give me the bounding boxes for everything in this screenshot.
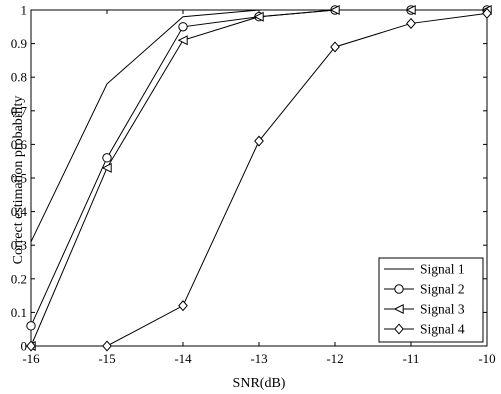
legend-item: Signal 3	[384, 302, 465, 317]
circle-marker	[178, 22, 188, 32]
triangle-marker	[405, 4, 416, 16]
circle-marker	[102, 153, 112, 163]
x-tick-label: -10	[478, 351, 495, 366]
y-tick-label: 0.2	[11, 271, 27, 286]
y-axis-label: Correct estimation probability	[11, 96, 26, 265]
y-tick-label: 0.7	[11, 103, 28, 118]
y-tick-label: 0.8	[11, 70, 27, 85]
circle-marker	[26, 321, 36, 331]
y-tick-label: 0	[21, 339, 28, 354]
diamond-marker	[26, 340, 36, 352]
y-tick-label: 0.3	[11, 238, 27, 253]
x-tick-label: -13	[250, 351, 267, 366]
triangle-marker	[177, 35, 188, 46]
triangle-marker	[101, 162, 112, 173]
diamond-marker	[102, 340, 112, 352]
diamond-marker	[178, 300, 188, 312]
y-tick-label: 0.9	[11, 36, 27, 51]
y-tick-label: 0.4	[11, 204, 28, 219]
diamond-marker	[394, 323, 404, 335]
x-tick-label: -11	[403, 351, 420, 366]
legend-item: Signal 2	[384, 282, 465, 297]
triangle-marker	[393, 303, 404, 315]
x-tick-label: -15	[98, 351, 115, 366]
triangle-marker	[253, 11, 264, 22]
legend-label: Signal 1	[420, 262, 465, 277]
y-tick-label: 1	[21, 3, 28, 18]
diamond-marker	[406, 17, 416, 29]
x-tick-label: -14	[174, 351, 192, 366]
legend-item: Signal 1	[384, 262, 465, 277]
y-tick-label: 0.5	[11, 171, 27, 186]
diamond-marker	[482, 7, 492, 19]
legend-label: Signal 3	[420, 302, 465, 317]
circle-marker	[394, 284, 404, 294]
x-tick-label: -16	[22, 351, 40, 366]
y-tick-label: 0.1	[11, 305, 27, 320]
legend-label: Signal 4	[420, 322, 465, 337]
diamond-marker	[254, 135, 264, 147]
x-tick-label: -12	[326, 351, 343, 366]
legend-label: Signal 2	[420, 282, 465, 297]
diamond-marker	[330, 41, 340, 53]
series-layer	[25, 4, 492, 352]
x-axis-label: SNR(dB)	[233, 376, 286, 391]
axis-ticks: -16 -15 -14 -13 -12 -11 -10 0 0.1 0.2 0.3 0.4 0.5 0.6…	[11, 3, 496, 367]
legend-item: Signal 4	[384, 322, 465, 337]
legend: Signal 1 Signal 2 Signal 3 Signal 4	[378, 257, 484, 343]
y-tick-label: 0.6	[11, 137, 28, 152]
series-4	[26, 7, 492, 352]
triangle-marker	[329, 4, 340, 16]
